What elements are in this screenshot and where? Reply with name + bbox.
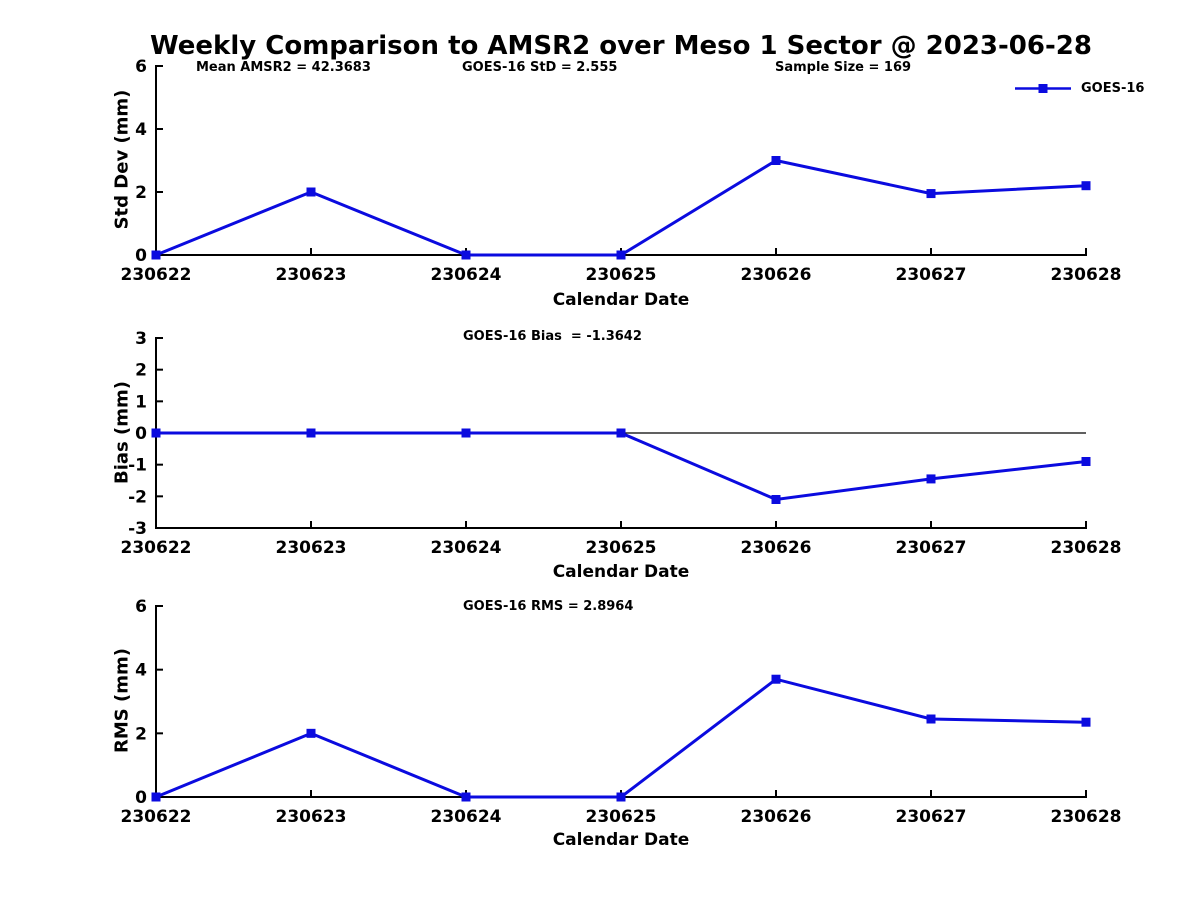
goes16-line: [155, 158, 1087, 257]
stat-mean-amsr2: Mean AMSR2 = 42.3683: [196, 60, 371, 75]
data-point-marker: [926, 714, 936, 724]
x-tick-label: 230626: [741, 807, 812, 827]
y-tick-label: 6: [135, 597, 147, 617]
x-tick-label: 230625: [586, 807, 657, 827]
data-point-marker: [1081, 181, 1091, 191]
x-tick-label: 230624: [431, 538, 502, 558]
x-tick-label: 230628: [1051, 265, 1122, 285]
data-point-marker: [926, 474, 936, 484]
x-tick-label: 230622: [121, 807, 192, 827]
x-tick-label: 230626: [741, 265, 812, 285]
x-tick-label: 230627: [896, 538, 967, 558]
data-point-marker: [926, 189, 936, 199]
x-tick-label: 230623: [276, 807, 347, 827]
data-point-marker: [151, 250, 161, 260]
legend-line-marker-icon: [1015, 84, 1071, 93]
x-axis-label-middle: Calendar Date: [552, 562, 690, 582]
y-tick-label: 4: [135, 661, 147, 681]
figure-title: Weekly Comparison to AMSR2 over Meso 1 S…: [150, 31, 1092, 61]
data-point-marker: [461, 792, 471, 802]
x-tick-label: 230623: [276, 538, 347, 558]
y-tick-label: 0: [135, 424, 147, 444]
goes16-line: [155, 677, 1087, 799]
data-point-marker: [616, 250, 626, 260]
y-tick-label: 3: [135, 329, 147, 349]
data-point-marker: [771, 674, 781, 684]
data-point-marker: [1081, 457, 1091, 466]
legend-label: GOES-16: [1081, 81, 1145, 96]
data-point-marker: [461, 428, 471, 438]
data-point-marker: [461, 250, 471, 260]
x-tick-label: 230622: [121, 265, 192, 285]
x-tick-label: 230628: [1051, 807, 1122, 827]
y-tick-label: -2: [128, 487, 147, 507]
y-tick-label: -1: [128, 456, 147, 476]
plot-rms: 0 2 4 6 230622 230623 230624 230625 230626 230627…: [121, 597, 1122, 827]
x-tick-label: 230624: [431, 807, 502, 827]
bias-annotation: GOES-16 Bias = -1.3642: [463, 329, 642, 344]
data-point-marker: [306, 428, 316, 438]
x-tick-label: 230622: [121, 538, 192, 558]
data-point-marker: [306, 728, 316, 738]
stat-goes16-std: GOES-16 StD = 2.555: [462, 60, 618, 75]
data-point-marker: [616, 428, 626, 438]
legend: GOES-16: [1014, 81, 1144, 96]
data-point-marker: [771, 495, 781, 504]
y-tick-label: 6: [135, 57, 147, 77]
data-point-marker: [151, 428, 161, 438]
plot-std-dev: 0 2 4 6 230622 230623 230624 230625 230626 230627…: [121, 57, 1122, 285]
x-tick-label: 230625: [586, 538, 657, 558]
x-tick-label: 230623: [276, 265, 347, 285]
x-tick-label: 230625: [586, 265, 657, 285]
data-point-marker: [616, 792, 626, 802]
y-tick-label: -3: [128, 519, 147, 539]
y-tick-label: 0: [135, 246, 147, 266]
x-tick-label: 230627: [896, 265, 967, 285]
x-tick-label: 230627: [896, 807, 967, 827]
x-tick-label: 230626: [741, 538, 812, 558]
y-tick-label: 0: [135, 788, 147, 808]
x-tick-label: 230628: [1051, 538, 1122, 558]
data-point-marker: [771, 156, 781, 165]
y-tick-label: 2: [135, 724, 147, 744]
stat-sample-size: Sample Size = 169: [775, 60, 912, 75]
y-tick-label: 2: [135, 183, 147, 203]
y-tick-label: 1: [135, 392, 147, 412]
y-tick-label: 4: [135, 120, 147, 140]
goes16-line: [156, 431, 1087, 502]
x-axis-label-bottom: Calendar Date: [552, 830, 690, 850]
x-axis-label-top: Calendar Date: [552, 290, 690, 310]
data-point-marker: [151, 792, 161, 802]
y-tick-label: 2: [135, 361, 147, 381]
data-point-marker: [1081, 717, 1091, 727]
x-tick-label: 230624: [431, 265, 502, 285]
data-point-marker: [306, 187, 316, 197]
rms-annotation: GOES-16 RMS = 2.8964: [463, 599, 634, 614]
